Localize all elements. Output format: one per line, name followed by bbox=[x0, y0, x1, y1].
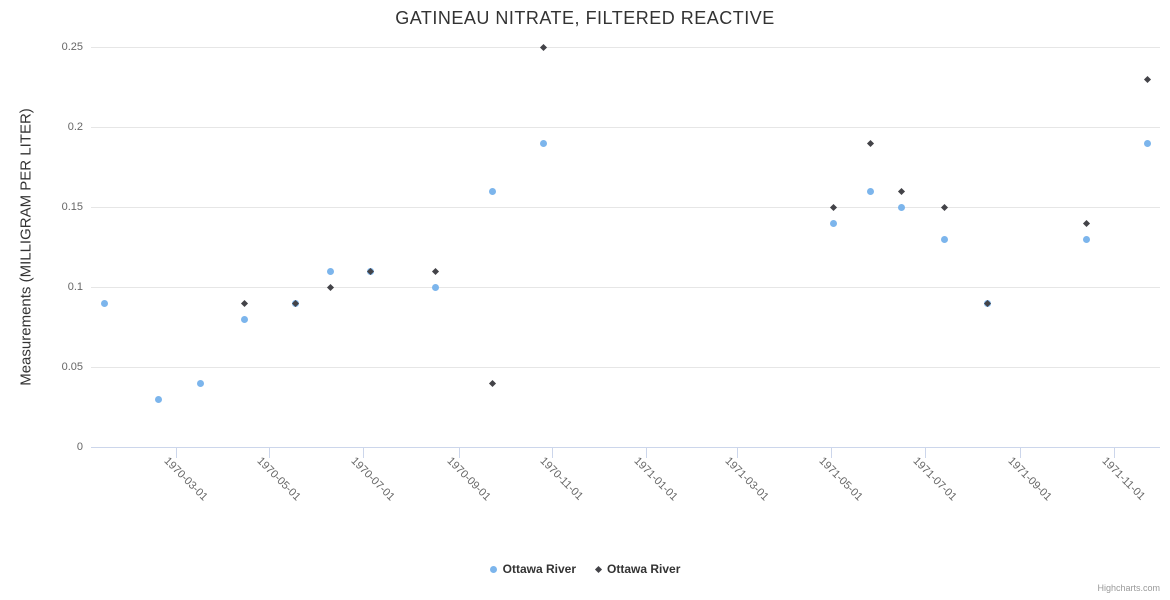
y-gridline bbox=[91, 47, 1160, 48]
legend-item-ottawa-river-diamond[interactable]: Ottawa River bbox=[594, 562, 681, 576]
y-axis-title: Measurements (MILLIGRAM PER LITER) bbox=[17, 108, 35, 386]
x-axis-tick bbox=[459, 448, 460, 458]
data-point-diamond[interactable] bbox=[1144, 75, 1152, 83]
data-point-diamond[interactable] bbox=[1082, 219, 1090, 227]
x-axis-tick-label: 1971-09-01 bbox=[1005, 455, 1054, 504]
data-point-circle[interactable] bbox=[196, 379, 204, 387]
x-axis-tick bbox=[176, 448, 177, 458]
highcharts-credits-link[interactable]: Highcharts.com bbox=[1097, 583, 1160, 593]
data-point-circle[interactable] bbox=[539, 139, 547, 147]
data-point-circle[interactable] bbox=[488, 187, 496, 195]
data-point-circle[interactable] bbox=[830, 219, 838, 227]
y-gridline bbox=[91, 127, 1160, 128]
data-point-diamond[interactable] bbox=[327, 283, 335, 291]
x-axis-tick bbox=[925, 448, 926, 458]
x-axis-tick bbox=[737, 448, 738, 458]
x-axis-tick-label: 1970-09-01 bbox=[444, 455, 493, 504]
data-point-circle[interactable] bbox=[867, 187, 875, 195]
data-point-diamond[interactable] bbox=[431, 267, 440, 275]
x-axis-tick-label: 1970-05-01 bbox=[254, 455, 303, 504]
data-point-circle[interactable] bbox=[1082, 235, 1090, 243]
x-axis-tick bbox=[269, 448, 270, 458]
data-point-circle[interactable] bbox=[241, 315, 249, 323]
data-point-circle[interactable] bbox=[1144, 139, 1152, 147]
data-point-circle[interactable] bbox=[101, 299, 109, 307]
circle-marker-icon bbox=[489, 565, 497, 573]
data-point-diamond[interactable] bbox=[830, 203, 838, 211]
legend-label: Ottawa River bbox=[607, 562, 681, 576]
x-axis-tick-label: 1970-03-01 bbox=[161, 455, 210, 504]
chart-title: GATINEAU NITRATE, FILTERED REACTIVE bbox=[395, 8, 775, 28]
data-point-diamond[interactable] bbox=[367, 267, 375, 275]
y-gridline bbox=[91, 287, 1160, 288]
y-axis-tick-label: 0 bbox=[76, 441, 83, 453]
y-axis-tick-label: 0.15 bbox=[61, 201, 83, 213]
data-point-diamond[interactable] bbox=[241, 299, 249, 307]
data-point-diamond[interactable] bbox=[898, 187, 906, 195]
x-axis-line bbox=[91, 447, 1160, 448]
y-axis-tick-label: 0.25 bbox=[61, 41, 83, 53]
x-axis-tick-label: 1970-07-01 bbox=[348, 455, 397, 504]
y-gridline bbox=[91, 367, 1160, 368]
data-point-diamond[interactable] bbox=[867, 139, 875, 147]
data-point-circle[interactable] bbox=[155, 395, 163, 403]
data-point-diamond[interactable] bbox=[488, 379, 496, 387]
x-axis-tick-label: 1971-11-01 bbox=[1099, 455, 1148, 503]
legend-label: Ottawa River bbox=[502, 562, 576, 576]
x-axis-tick bbox=[1020, 448, 1021, 458]
x-axis-tick bbox=[1114, 448, 1115, 458]
y-gridline bbox=[91, 207, 1160, 208]
legend: Ottawa River Ottawa River bbox=[0, 562, 1170, 576]
x-axis-tick-label: 1971-01-01 bbox=[631, 455, 680, 504]
y-axis-tick-label: 0.2 bbox=[67, 121, 83, 133]
data-point-circle[interactable] bbox=[432, 283, 440, 291]
x-axis-tick bbox=[552, 448, 553, 458]
x-axis-tick-label: 1970-11-01 bbox=[537, 455, 586, 503]
diamond-marker-icon bbox=[594, 565, 603, 573]
x-axis-tick-label: 1971-03-01 bbox=[722, 455, 771, 504]
y-axis-tick-label: 0.1 bbox=[67, 281, 83, 293]
x-axis-tick bbox=[646, 448, 647, 458]
data-point-circle[interactable] bbox=[941, 235, 949, 243]
x-axis-tick-label: 1971-07-01 bbox=[910, 455, 959, 504]
data-point-diamond[interactable] bbox=[539, 43, 547, 51]
x-axis-tick bbox=[363, 448, 364, 458]
x-axis-tick-label: 1971-05-01 bbox=[816, 455, 865, 504]
legend-item-ottawa-river-circle[interactable]: Ottawa River bbox=[489, 562, 576, 576]
data-point-circle[interactable] bbox=[898, 203, 906, 211]
data-point-diamond[interactable] bbox=[941, 203, 949, 211]
x-axis-tick bbox=[831, 448, 832, 458]
y-axis-tick-label: 0.05 bbox=[61, 361, 83, 373]
data-point-circle[interactable] bbox=[327, 267, 335, 275]
